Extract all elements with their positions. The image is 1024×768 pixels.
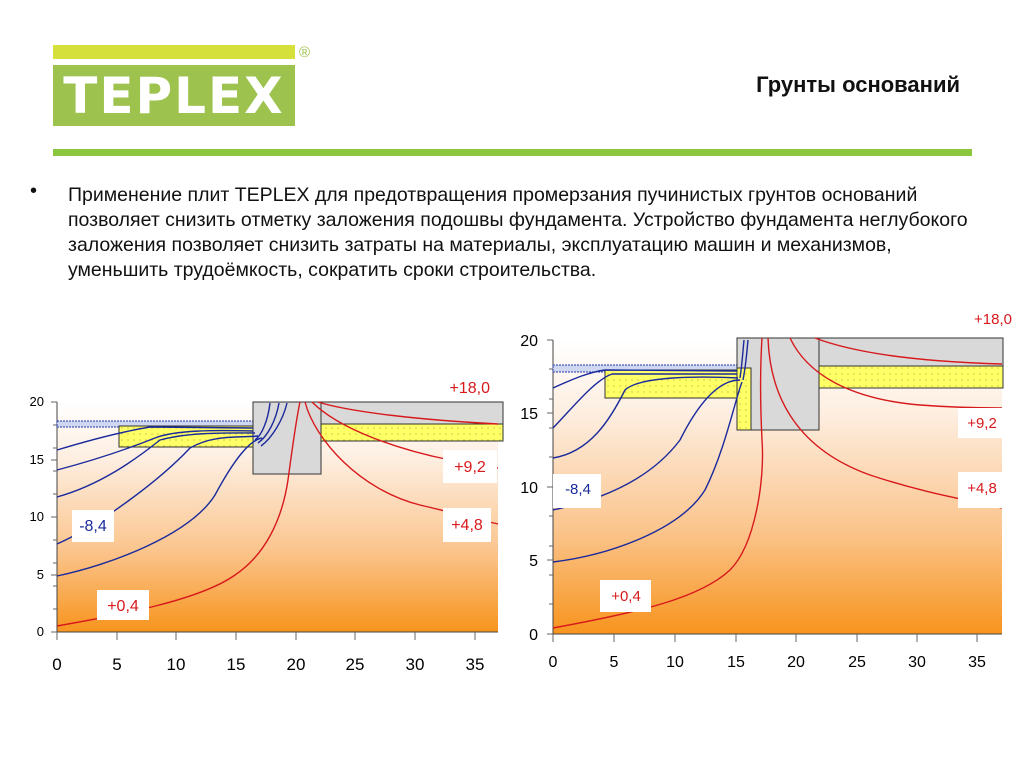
right-y-tick: 5 (529, 553, 538, 570)
right-y-tick: 20 (520, 333, 538, 350)
right-x-tick: 35 (968, 654, 986, 671)
right-floor-insulation (818, 365, 1004, 389)
left-label-plus18: +18,0 (450, 380, 491, 397)
left-x-tick: 25 (346, 655, 365, 674)
right-label-plus9-2-text: +9,2 (967, 415, 997, 432)
left-y-tick: 15 (30, 452, 44, 467)
right-label-plus9-2-box (958, 408, 1006, 438)
teplex-logo: TEPLEX (53, 65, 295, 126)
left-label-plus0-4: +0,4 (97, 590, 149, 620)
right-label-plus0-4-text: +0,4 (611, 588, 641, 605)
right-y-minor-ticks (547, 339, 553, 635)
left-label-plus9-2-box (443, 450, 497, 483)
left-label-plus0-4-box (97, 590, 149, 620)
left-x-tick: 10 (167, 655, 186, 674)
right-label-minus8-4-text: -8,4 (565, 481, 591, 498)
right-ground-surface-strip (552, 364, 739, 373)
left-label-minus8-4-text: -8,4 (79, 518, 107, 535)
right-label-plus4-8-text: +4,8 (967, 480, 997, 497)
right-label-plus0-4: +0,4 (600, 580, 651, 612)
right-label-plus0-4-box (600, 580, 651, 612)
right-floor-slab (818, 337, 1004, 367)
left-label-plus4-8-box (443, 508, 491, 542)
bullet-marker: • (30, 180, 38, 202)
header-divider (53, 149, 972, 156)
left-x-tick: 30 (406, 655, 425, 674)
right-y-tick: 10 (520, 480, 538, 497)
left-floor-slab (320, 401, 504, 425)
right-x-tick: 25 (848, 654, 866, 671)
left-x-tick: 5 (112, 655, 121, 674)
left-x-tick: 0 (52, 655, 61, 674)
right-chart: 20 15 10 5 0 0 5 10 15 20 25 30 35 (520, 311, 1012, 671)
left-x-tick: 35 (466, 655, 485, 674)
right-x-tick: 5 (610, 654, 619, 671)
left-x-tick: 20 (287, 655, 306, 674)
left-label-plus9-2: +9,2 (443, 450, 497, 483)
registered-mark: ® (299, 44, 311, 61)
right-label-minus8-4-box (553, 474, 601, 508)
left-label-plus4-8-text: +4,8 (451, 517, 483, 534)
right-y-tick: 15 (520, 406, 538, 423)
left-y-tick: 0 (37, 624, 44, 639)
right-label-plus18-text: +18,0 (974, 311, 1012, 328)
left-y-tick: 5 (37, 567, 44, 582)
left-y-tick: 10 (30, 509, 44, 524)
left-label-plus18-text: +18,0 (450, 380, 491, 397)
right-x-tick: 15 (727, 654, 745, 671)
page-title: Грунты оснований (756, 72, 960, 97)
left-chart: 20 15 10 5 0 0 5 10 15 20 25 30 35 (30, 380, 504, 674)
left-label-minus8-4-box (72, 510, 114, 542)
right-x-tick: 30 (908, 654, 926, 671)
left-label-minus8-4: -8,4 (72, 510, 114, 542)
right-x-tick: 0 (549, 654, 558, 671)
left-label-plus0-4-text: +0,4 (107, 598, 139, 615)
right-label-plus18: +18,0 (974, 311, 1012, 328)
right-label-plus4-8: +4,8 (958, 472, 1006, 508)
right-label-plus4-8-box (958, 472, 1006, 508)
left-x-tick: 15 (227, 655, 246, 674)
left-floor-insulation (320, 423, 504, 442)
right-y-tick: 0 (529, 627, 538, 644)
left-y-minor-ticks (51, 401, 57, 633)
right-x-minor-ticks (552, 634, 978, 642)
left-label-plus9-2-text: +9,2 (454, 459, 486, 476)
right-red-isotherms (552, 337, 1003, 629)
right-label-plus9-2: +9,2 (958, 408, 1006, 438)
left-x-minor-ticks (56, 632, 476, 640)
right-label-minus8-4: -8,4 (553, 474, 601, 508)
right-x-tick: 10 (666, 654, 684, 671)
right-x-tick: 20 (787, 654, 805, 671)
left-label-plus4-8: +4,8 (443, 508, 491, 542)
logo-text: TEPLEX (63, 66, 285, 125)
left-y-tick: 20 (30, 394, 44, 409)
logo-top-bar (53, 45, 295, 59)
bullet-paragraph: Применение плит TEPLEX для предотвращени… (68, 184, 968, 281)
